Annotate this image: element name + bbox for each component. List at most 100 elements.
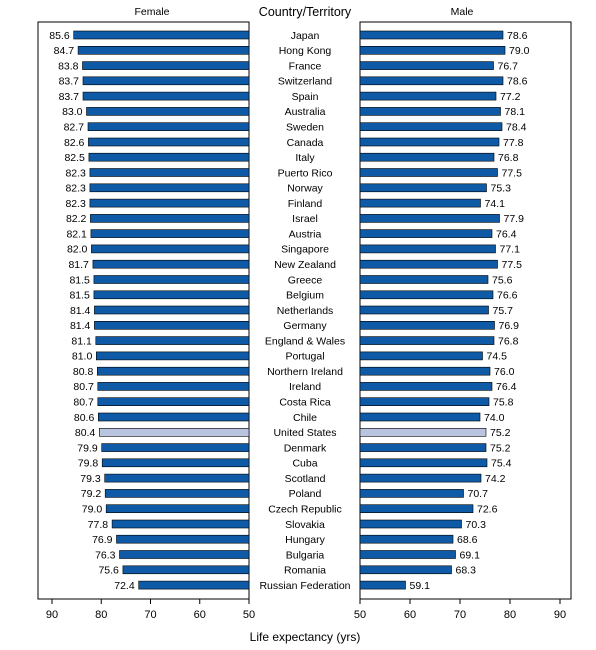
female-bar bbox=[93, 275, 250, 284]
female-value-label: 75.6 bbox=[98, 565, 119, 577]
male-value-label: 70.3 bbox=[466, 519, 487, 531]
female-value-labels: 85.6 84.7 83.8 83.7 83.7 83.0 82.7 82.6 82.5 82.3… bbox=[49, 30, 135, 592]
female-value-label: 82.6 bbox=[64, 137, 85, 149]
male-bar bbox=[359, 137, 500, 147]
category-label: Switzerland bbox=[278, 76, 332, 88]
male-bar bbox=[359, 519, 462, 529]
male-value-label: 75.4 bbox=[491, 458, 512, 470]
male-axis: 50 60 70 80 90 bbox=[354, 599, 566, 621]
category-label: Czech Republic bbox=[268, 504, 342, 516]
male-bar bbox=[359, 427, 487, 437]
male-bar bbox=[359, 489, 464, 498]
female-value-label: 72.4 bbox=[114, 580, 135, 592]
male-bar bbox=[359, 183, 487, 193]
male-bar bbox=[359, 320, 495, 330]
male-bar bbox=[359, 397, 490, 407]
male-value-label: 77.5 bbox=[502, 259, 523, 271]
male-bar bbox=[359, 443, 487, 452]
male-value-label: 76.0 bbox=[494, 366, 515, 378]
female-bar bbox=[87, 122, 250, 131]
female-value-label: 79.0 bbox=[82, 504, 103, 516]
female-value-label: 81.7 bbox=[68, 259, 89, 271]
female-value-label: 82.1 bbox=[66, 228, 87, 240]
male-bar bbox=[359, 550, 456, 559]
category-label: Cuba bbox=[292, 458, 317, 470]
female-bar bbox=[105, 504, 250, 514]
male-bar bbox=[359, 351, 483, 361]
category-labels: Japan Hong Kong France Switzerland Spain Aust… bbox=[259, 30, 350, 592]
female-bar bbox=[86, 107, 250, 116]
center-header: Country/Territory bbox=[259, 5, 352, 19]
male-value-label: 75.2 bbox=[490, 442, 511, 454]
female-value-label: 79.9 bbox=[77, 442, 98, 454]
female-tick-label: 70 bbox=[144, 609, 156, 621]
female-value-label: 81.4 bbox=[70, 320, 91, 332]
female-tick-label: 80 bbox=[95, 609, 107, 621]
male-bar bbox=[359, 504, 474, 514]
female-bar bbox=[95, 336, 250, 345]
male-bar bbox=[359, 473, 482, 483]
female-value-label: 79.8 bbox=[78, 458, 99, 470]
category-label: Greece bbox=[288, 274, 323, 286]
male-bar bbox=[359, 534, 454, 544]
male-bars bbox=[359, 30, 506, 590]
male-header: Male bbox=[451, 6, 474, 18]
male-value-label: 74.1 bbox=[485, 198, 506, 210]
female-value-label: 81.0 bbox=[72, 351, 93, 363]
female-value-label: 80.8 bbox=[73, 366, 94, 378]
category-label: Belgium bbox=[286, 290, 324, 302]
male-value-label: 75.7 bbox=[493, 305, 514, 317]
female-value-label: 82.3 bbox=[65, 198, 86, 210]
male-bar bbox=[359, 259, 498, 269]
male-value-label: 76.4 bbox=[496, 381, 517, 393]
female-value-label: 81.5 bbox=[69, 290, 90, 302]
category-label: Hong Kong bbox=[279, 45, 332, 57]
female-bars bbox=[73, 30, 250, 590]
male-value-label: 70.7 bbox=[468, 488, 489, 500]
male-bar bbox=[359, 382, 493, 391]
female-value-label: 85.6 bbox=[49, 30, 70, 42]
female-value-label: 80.7 bbox=[73, 381, 94, 393]
male-bar bbox=[359, 45, 506, 55]
category-label: England & Wales bbox=[265, 335, 345, 347]
female-bar bbox=[89, 198, 250, 208]
male-tick-label: 70 bbox=[454, 609, 466, 621]
category-label: Denmark bbox=[284, 442, 327, 454]
female-value-label: 76.3 bbox=[95, 549, 116, 561]
male-value-label: 78.4 bbox=[506, 122, 527, 134]
category-label: Netherlands bbox=[277, 305, 334, 317]
female-bar bbox=[122, 565, 250, 575]
female-value-label: 80.4 bbox=[75, 427, 96, 439]
female-value-label: 84.7 bbox=[54, 45, 75, 57]
male-tick-label: 80 bbox=[504, 609, 516, 621]
female-value-label: 83.8 bbox=[58, 60, 79, 72]
female-bar bbox=[101, 458, 250, 468]
category-label: Northern Ireland bbox=[267, 366, 343, 378]
category-label: Puerto Rico bbox=[278, 167, 333, 179]
female-bar bbox=[101, 443, 250, 452]
female-header: Female bbox=[134, 6, 169, 18]
female-bar bbox=[82, 91, 250, 101]
male-value-label: 74.2 bbox=[485, 473, 506, 485]
male-value-label: 75.6 bbox=[492, 274, 513, 286]
female-value-label: 81.1 bbox=[71, 335, 92, 347]
male-bar bbox=[359, 458, 488, 468]
female-value-label: 79.2 bbox=[81, 488, 102, 500]
male-value-label: 77.2 bbox=[500, 91, 521, 103]
category-label: Sweden bbox=[286, 122, 324, 134]
male-value-label: 75.2 bbox=[490, 427, 511, 439]
male-value-label: 78.6 bbox=[507, 30, 528, 42]
female-value-label: 82.3 bbox=[65, 167, 86, 179]
male-value-label: 72.6 bbox=[477, 504, 498, 516]
category-label: Singapore bbox=[281, 244, 329, 256]
male-tick-label: 50 bbox=[354, 609, 366, 621]
male-bar bbox=[359, 214, 500, 223]
male-value-label: 76.8 bbox=[498, 335, 519, 347]
male-value-label: 79.0 bbox=[509, 45, 530, 57]
female-bar bbox=[97, 397, 250, 407]
male-bar bbox=[359, 198, 481, 208]
male-bar bbox=[359, 275, 489, 284]
female-bar bbox=[97, 382, 250, 391]
male-value-label: 74.0 bbox=[484, 412, 505, 424]
female-bar bbox=[88, 137, 250, 147]
